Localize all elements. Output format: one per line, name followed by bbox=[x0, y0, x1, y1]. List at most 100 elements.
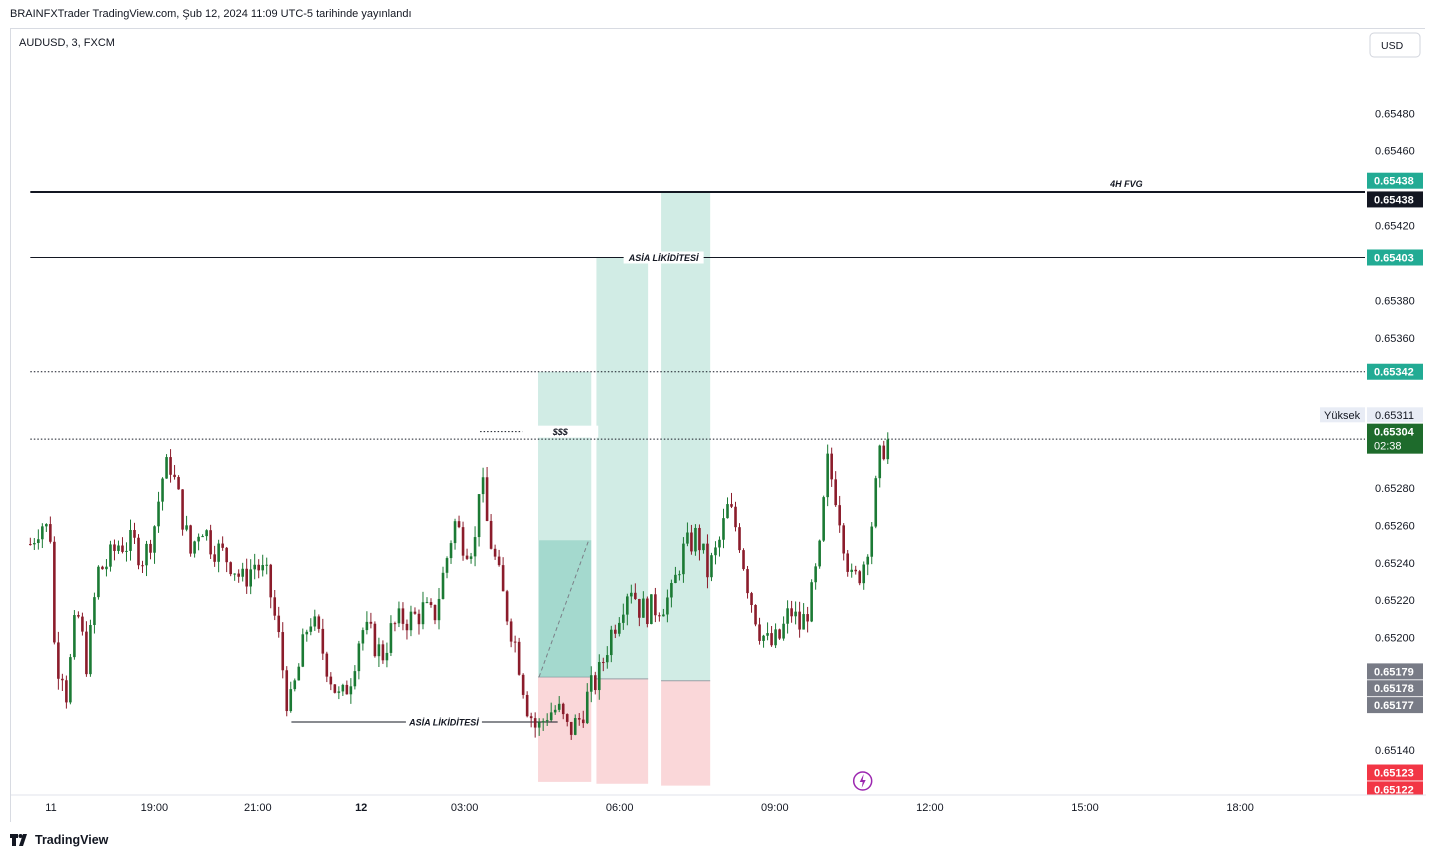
candle-body bbox=[581, 719, 585, 724]
candle-body bbox=[93, 597, 96, 625]
candle-body bbox=[658, 615, 661, 617]
x-tick-label: 06:00 bbox=[606, 802, 634, 814]
currency-button[interactable] bbox=[1369, 32, 1421, 58]
lightning-glyph bbox=[859, 774, 866, 788]
price-label: 0.65178 bbox=[1374, 683, 1414, 695]
candle-body bbox=[461, 527, 465, 556]
candle-body bbox=[389, 623, 393, 653]
candle-body bbox=[209, 530, 212, 555]
candle-body bbox=[377, 644, 381, 657]
candles-group bbox=[29, 432, 890, 740]
candle-body bbox=[493, 548, 497, 557]
candle-body bbox=[810, 582, 813, 622]
candle-body bbox=[117, 545, 120, 551]
chart-canvas[interactable]: 4H FVG ASİA LİKİDİTESİ ASİA LİKİDİTESİ $$$ A… bbox=[11, 29, 1426, 823]
candle-body bbox=[297, 666, 301, 681]
candle-body bbox=[730, 504, 733, 507]
candle-body bbox=[670, 583, 673, 598]
candle-body bbox=[65, 680, 68, 703]
time-axis[interactable] bbox=[11, 795, 1426, 823]
candle-body bbox=[189, 525, 192, 554]
candle-body bbox=[169, 457, 172, 475]
candle-body bbox=[678, 574, 681, 576]
candle-body bbox=[421, 602, 425, 625]
position-3-loss-zone[interactable] bbox=[661, 680, 711, 786]
candle-body bbox=[121, 545, 124, 552]
candle-body bbox=[177, 477, 180, 490]
candle-body bbox=[205, 530, 208, 537]
candle-body bbox=[822, 497, 825, 541]
candle-body bbox=[305, 631, 309, 635]
candle-body bbox=[529, 716, 533, 719]
candle-body bbox=[293, 680, 297, 690]
candle-body bbox=[453, 521, 457, 544]
position-2-loss-zone[interactable] bbox=[596, 678, 649, 784]
position-3-profit-zone[interactable] bbox=[661, 191, 711, 681]
candle-body bbox=[754, 605, 757, 625]
candle-body bbox=[185, 525, 188, 530]
price-label: 0.65304 bbox=[1374, 427, 1415, 439]
candle-body bbox=[285, 670, 289, 712]
tradingview-logo-icon bbox=[10, 834, 27, 846]
candle-body bbox=[269, 564, 273, 598]
footer: TradingView bbox=[10, 831, 108, 849]
candle-body bbox=[605, 655, 609, 663]
candle-body bbox=[193, 541, 196, 554]
price-label-countdown: 02:38 bbox=[1374, 441, 1402, 453]
candle-body bbox=[245, 568, 248, 587]
candle-body bbox=[589, 675, 593, 692]
candle-body bbox=[573, 718, 577, 735]
position-1-loss-zone[interactable] bbox=[538, 677, 592, 782]
candle-body bbox=[333, 684, 337, 693]
candle-body bbox=[742, 550, 745, 570]
candle-body bbox=[353, 671, 357, 687]
candle-body bbox=[433, 604, 437, 621]
candle-body bbox=[874, 478, 878, 527]
candle-body bbox=[626, 596, 629, 615]
candle-body bbox=[429, 602, 433, 605]
candle-body bbox=[738, 527, 741, 551]
candle-body bbox=[597, 662, 601, 691]
candle-body bbox=[105, 566, 108, 570]
y-tick-label: 0.65280 bbox=[1375, 483, 1415, 495]
candle-body bbox=[485, 477, 489, 521]
candle-body bbox=[549, 712, 553, 721]
candle-body bbox=[818, 540, 821, 567]
x-tick-label: 09:00 bbox=[761, 802, 789, 814]
price-label: 0.65438 bbox=[1374, 176, 1414, 188]
candle-body bbox=[650, 594, 653, 625]
candle-body bbox=[766, 633, 769, 636]
price-label: 0.65403 bbox=[1374, 252, 1414, 264]
x-tick-label: 19:00 bbox=[141, 802, 169, 814]
candle-body bbox=[866, 556, 870, 565]
candle-body bbox=[698, 527, 701, 551]
candle-body bbox=[662, 614, 665, 617]
chart-frame[interactable]: 4H FVG ASİA LİKİDİTESİ ASİA LİKİDİTESİ $$$ A… bbox=[10, 28, 1426, 823]
price-label-bg bbox=[1367, 680, 1423, 697]
candle-body bbox=[666, 597, 669, 615]
y-tick-label: 0.65480 bbox=[1375, 108, 1415, 120]
candle-body bbox=[473, 537, 477, 557]
candle-body bbox=[553, 709, 557, 713]
candle-body bbox=[750, 593, 753, 606]
candle-body bbox=[465, 555, 469, 559]
x-tick-label: 12 bbox=[355, 802, 367, 814]
candle-body bbox=[882, 445, 886, 460]
price-label: 0.65177 bbox=[1374, 700, 1414, 712]
candle-body bbox=[505, 591, 509, 622]
x-tick-label: 03:00 bbox=[451, 802, 479, 814]
candle-body bbox=[774, 629, 777, 646]
candle-body bbox=[437, 598, 441, 621]
position-1-trend-line[interactable] bbox=[538, 540, 590, 678]
candle-body bbox=[345, 684, 349, 695]
candle-body bbox=[481, 477, 485, 495]
candle-body bbox=[630, 592, 633, 597]
y-tick-label: 0.65460 bbox=[1375, 146, 1415, 158]
level-segment-label: ASİA LİKİDİTESİ bbox=[408, 717, 479, 727]
candle-body bbox=[802, 614, 805, 630]
candle-body bbox=[213, 554, 216, 562]
candle-body bbox=[634, 592, 637, 599]
candle-body bbox=[197, 536, 200, 542]
candle-body bbox=[545, 720, 549, 722]
candle-body bbox=[778, 629, 781, 639]
